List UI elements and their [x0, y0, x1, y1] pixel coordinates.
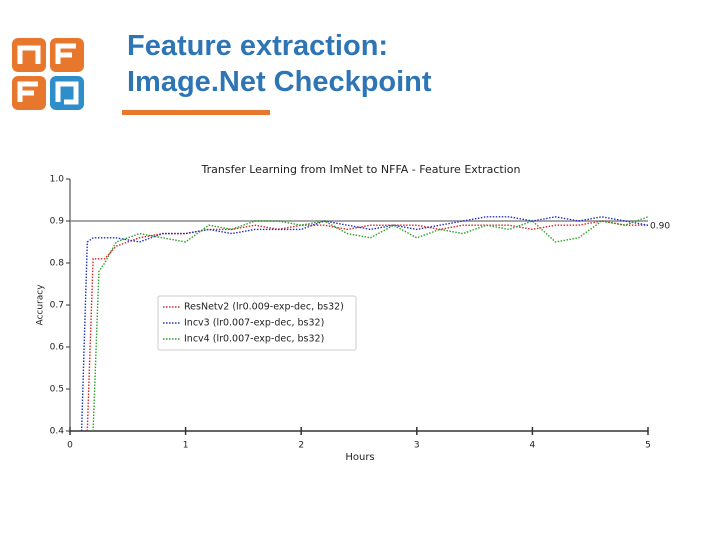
logo	[12, 38, 84, 110]
x-tick-label: 0	[67, 441, 73, 451]
y-tick-label: 0.8	[50, 259, 65, 269]
y-tick-label: 0.7	[50, 301, 64, 311]
x-tick-label: 3	[414, 441, 420, 451]
legend-label: Incv3 (lr0.007-exp-dec, bs32)	[184, 318, 324, 329]
title-underline	[122, 110, 270, 115]
x-tick-label: 1	[183, 441, 189, 451]
x-tick-label: 5	[645, 441, 651, 451]
series-line	[86, 220, 648, 432]
title-line: Feature extraction:	[127, 30, 389, 62]
title-line: Image.Net Checkpoint	[127, 66, 432, 98]
y-tick-label: 0.6	[50, 343, 65, 353]
legend-label: Incv4 (lr0.007-exp-dec, bs32)	[184, 334, 324, 345]
y-tick-label: 0.9	[50, 217, 65, 227]
y-axis-label: Accuracy	[36, 284, 46, 326]
y-tick-label: 0.4	[50, 427, 65, 437]
legend-box	[157, 295, 357, 351]
y-tick-label: 1.0	[50, 175, 65, 185]
slide-title: Feature extraction: Image.Net Checkpoint	[127, 28, 432, 100]
x-axis-label: Hours	[345, 452, 374, 463]
reference-label: 0.90	[650, 222, 670, 232]
series-line	[92, 216, 649, 432]
y-tick-label: 0.5	[50, 385, 64, 395]
legend-label: ResNetv2 (lr0.009-exp-dec, bs32)	[184, 302, 344, 313]
chart-title: Transfer Learning from ImNet to NFFA - F…	[201, 163, 521, 176]
x-tick-label: 4	[530, 441, 536, 451]
x-tick-label: 2	[298, 441, 304, 451]
